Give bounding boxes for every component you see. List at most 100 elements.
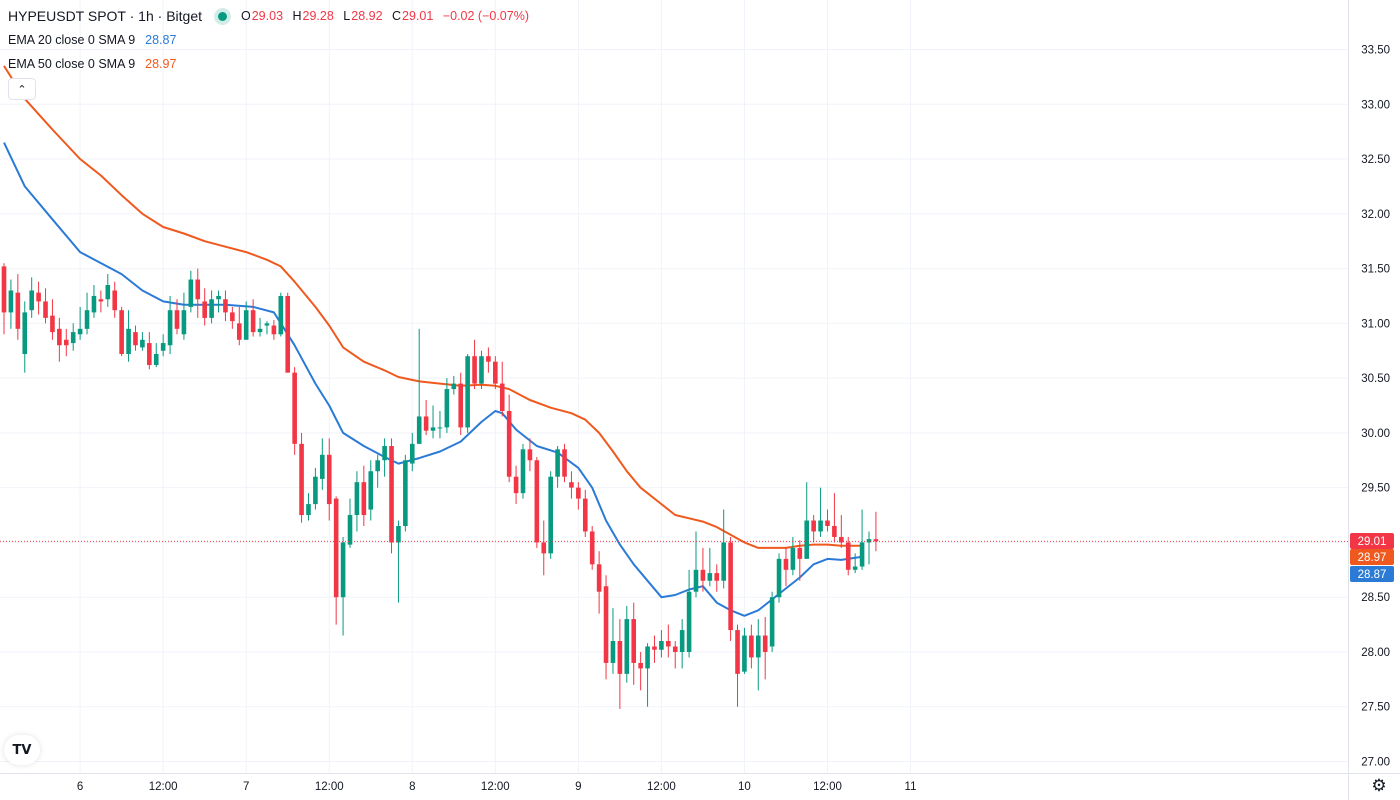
candle-body	[679, 630, 685, 652]
candle	[520, 443, 526, 499]
ohlc-low-key: L	[343, 9, 351, 23]
candle	[576, 482, 581, 510]
candle	[707, 547, 713, 587]
candle-body	[652, 646, 657, 650]
candle-body	[832, 525, 837, 537]
candle	[91, 285, 97, 318]
candle	[209, 290, 214, 324]
candle	[188, 270, 194, 313]
indicator-ema50-value: 28.97	[145, 57, 177, 71]
candle	[845, 536, 851, 576]
indicator-ema20-row[interactable]: EMA 20 close 0 SMA 9 28.87	[8, 30, 535, 50]
candle-body	[202, 301, 207, 318]
x-tick-label: 12:00	[315, 781, 344, 793]
collapse-legend-button[interactable]: ⌃	[8, 78, 36, 100]
tradingview-logo[interactable]: TV	[4, 735, 40, 765]
candle-body	[465, 356, 470, 428]
candle-body	[257, 328, 263, 333]
x-tick-label: 12:00	[149, 781, 178, 793]
candle	[818, 487, 823, 537]
candle	[36, 281, 41, 315]
candle-body	[112, 290, 118, 311]
candle	[278, 292, 284, 337]
candle	[527, 438, 533, 472]
candle	[361, 465, 367, 526]
candle-body	[333, 498, 339, 598]
candle	[202, 288, 207, 326]
symbol-row: HYPEUSDT SPOT · 1h · Bitget O29.03 H29.2…	[8, 6, 535, 26]
x-tick-label: 10	[738, 781, 751, 793]
candle-body	[610, 641, 616, 663]
candle-body	[43, 301, 48, 318]
candle	[423, 400, 429, 436]
candle	[679, 619, 685, 669]
candle	[859, 509, 865, 570]
candle-body	[638, 662, 643, 669]
candle-body	[603, 586, 609, 663]
candle	[555, 446, 560, 488]
candle	[29, 277, 34, 318]
y-tick-label: 31.00	[1361, 318, 1390, 330]
y-tick-label: 27.50	[1361, 702, 1390, 714]
candle	[133, 325, 138, 351]
candle-body	[506, 410, 512, 477]
candle-body	[91, 295, 97, 313]
candle	[534, 456, 540, 548]
candle-body	[472, 356, 477, 384]
candle	[8, 279, 14, 329]
candle	[140, 332, 145, 351]
candle-body	[548, 476, 553, 554]
candle	[167, 295, 173, 355]
candle-body	[631, 619, 637, 663]
candle	[603, 575, 609, 680]
candle	[472, 339, 477, 390]
candle-body	[396, 525, 401, 543]
candle	[105, 274, 111, 307]
candle-body	[617, 641, 623, 674]
candle	[804, 482, 810, 559]
candle	[292, 367, 297, 455]
candle-body	[873, 539, 879, 542]
candlesticks	[1, 263, 879, 709]
candle-body	[195, 279, 201, 300]
candle-body	[776, 558, 782, 598]
candle-body	[167, 310, 173, 346]
candle	[22, 301, 28, 373]
candle	[250, 299, 256, 337]
candle-body	[444, 389, 450, 428]
ohlc-values: O29.03 H29.28 L28.92 C29.01 −0.02 (−0.07…	[241, 9, 535, 23]
indicator-ema20-value: 28.87	[145, 33, 177, 47]
y-tick-label: 32.50	[1361, 154, 1390, 166]
candle-body	[624, 619, 630, 674]
candle-body	[451, 383, 457, 390]
candle	[285, 292, 291, 373]
indicator-ema50-row[interactable]: EMA 50 close 0 SMA 9 28.97	[8, 54, 535, 74]
candle	[313, 467, 318, 510]
settings-button[interactable]: ⚙	[1368, 775, 1390, 797]
x-tick-label: 9	[575, 781, 581, 793]
candle-body	[707, 573, 713, 581]
candle-body	[852, 566, 858, 570]
candle	[645, 643, 650, 707]
candle-body	[645, 646, 650, 669]
candle-body	[403, 460, 408, 526]
candle-body	[527, 449, 533, 461]
candle-body	[306, 504, 311, 516]
candle	[589, 525, 595, 570]
candle	[160, 334, 166, 357]
candle	[755, 619, 761, 691]
candle	[762, 616, 768, 680]
candle-body	[693, 569, 699, 592]
candle	[375, 454, 380, 488]
candle	[396, 520, 401, 603]
candle	[326, 438, 332, 521]
candle	[119, 306, 124, 357]
candle	[769, 591, 775, 652]
candle-body	[409, 443, 415, 464]
candle	[382, 438, 387, 477]
candle	[230, 306, 235, 329]
y-tick-label: 28.50	[1361, 592, 1390, 604]
candle	[486, 347, 491, 373]
symbol-title[interactable]: HYPEUSDT SPOT · 1h · Bitget	[8, 8, 202, 24]
